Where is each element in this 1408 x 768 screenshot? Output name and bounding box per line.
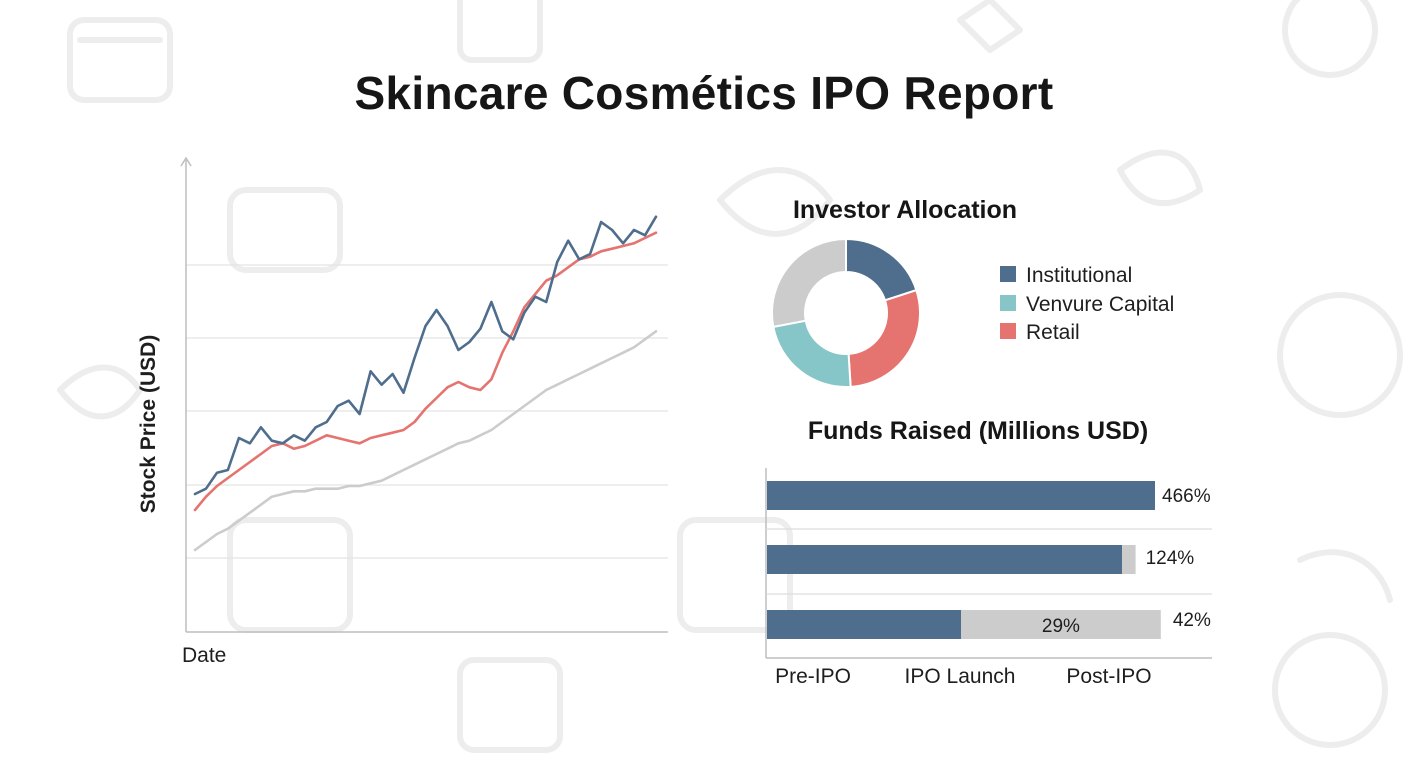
bar-label-ipo-launch: 124% xyxy=(1146,548,1195,569)
line-chart-series xyxy=(193,215,658,552)
bar-blue-1 xyxy=(767,545,1122,574)
donut-legend: Institutional Venvure Capital Retail xyxy=(1000,264,1174,344)
bar-blue-0 xyxy=(767,481,1155,510)
line-chart-y-label: Stock Price (USD) xyxy=(137,335,160,514)
series-line-blue xyxy=(193,215,658,496)
bar-blue-2 xyxy=(767,610,961,639)
legend-swatch-retail xyxy=(1000,323,1016,339)
category-label-2: Post-IPO xyxy=(1066,665,1151,688)
bar-chart-category-labels: Pre-IPO IPO Launch Post-IPO xyxy=(775,665,1152,688)
legend-swatch-institutional xyxy=(1000,266,1016,282)
bar-label-pre-ipo: 466% xyxy=(1162,486,1211,507)
series-line-gray xyxy=(193,329,658,552)
legend-item-institutional: Institutional xyxy=(1000,264,1132,287)
legend-label-institutional: Institutional xyxy=(1026,264,1132,287)
donut-slice-gray xyxy=(770,237,847,329)
legend-item-retail: Retail xyxy=(1000,321,1080,344)
legend-label-venture-capital: Venvure Capital xyxy=(1026,293,1174,316)
donut-slices xyxy=(770,237,921,388)
bar-chart-title: Funds Raised (Millions USD) xyxy=(808,417,1148,445)
category-label-1: IPO Launch xyxy=(905,665,1016,688)
legend-label-retail: Retail xyxy=(1026,321,1080,344)
donut-title: Investor Allocation xyxy=(793,196,1017,224)
category-label-0: Pre-IPO xyxy=(775,665,851,688)
bar-chart-frame xyxy=(765,468,1212,659)
y-axis-arrow xyxy=(180,156,192,167)
line-chart-axes xyxy=(180,156,668,633)
bar-chart-bars xyxy=(767,481,1161,639)
bar-label-post-ipo-inner: 29% xyxy=(1042,616,1080,637)
bar-gray-1 xyxy=(1122,545,1136,574)
legend-swatch-venture-capital xyxy=(1000,295,1016,311)
legend-item-venture-capital: Venvure Capital xyxy=(1000,293,1174,316)
bar-gray-2 xyxy=(961,610,1161,639)
bar-label-post-ipo: 42% xyxy=(1173,610,1211,631)
line-chart-x-label: Date xyxy=(182,644,226,667)
line-chart-gridlines xyxy=(186,264,668,559)
bar-chart-data-labels: 466% 124% 29% 42% xyxy=(1042,486,1211,637)
page-title: Skincare Cosmétics IPO Report xyxy=(354,67,1054,119)
